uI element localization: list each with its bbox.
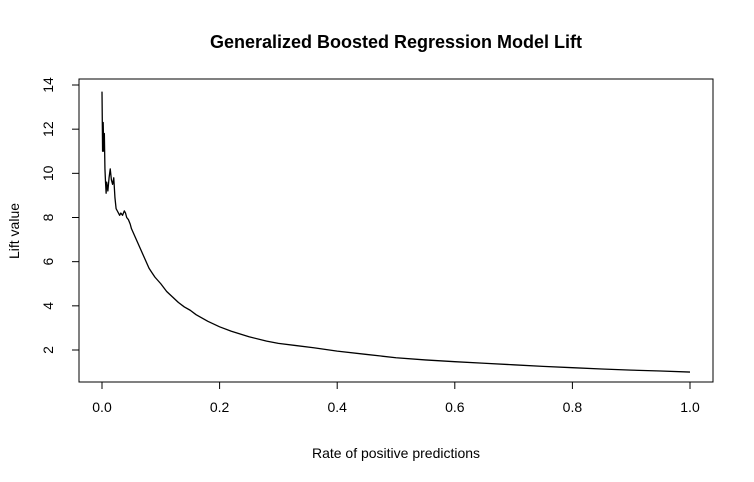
x-tick-label: 0.4 xyxy=(327,399,347,415)
x-tick-label: 0.0 xyxy=(92,399,112,415)
y-axis-label: Lift value xyxy=(6,203,22,259)
y-tick-label: 2 xyxy=(40,346,56,354)
lift-curve xyxy=(101,91,691,373)
x-tick-label: 0.8 xyxy=(563,399,583,415)
y-tick-label: 12 xyxy=(40,121,56,137)
x-axis-label: Rate of positive predictions xyxy=(312,445,480,461)
y-tick-label: 4 xyxy=(40,302,56,310)
plot-area-frame xyxy=(78,78,714,383)
chart-title: Generalized Boosted Regression Model Lif… xyxy=(210,32,582,52)
y-tick-label: 10 xyxy=(40,165,56,181)
series-layer xyxy=(101,91,691,373)
x-tick-label: 1.0 xyxy=(680,399,700,415)
y-tick-label: 6 xyxy=(40,258,56,266)
y-axis: 2 4 6 8 10 12 14 xyxy=(40,77,80,354)
x-axis: 0.0 0.2 0.4 0.6 0.8 1.0 xyxy=(92,381,700,415)
y-tick-label: 8 xyxy=(40,213,56,221)
x-tick-label: 0.2 xyxy=(210,399,230,415)
x-tick-label: 0.6 xyxy=(445,399,465,415)
y-tick-label: 14 xyxy=(40,77,56,93)
